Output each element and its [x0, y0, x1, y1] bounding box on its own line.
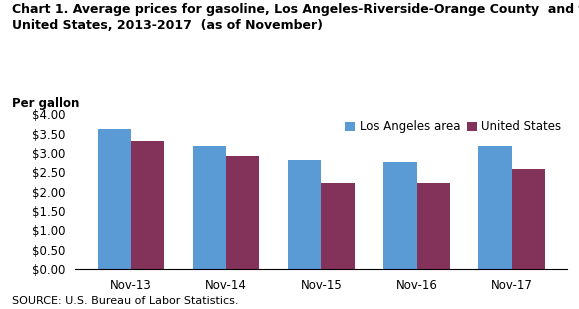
Bar: [321, 183, 355, 269]
Bar: [131, 142, 164, 269]
Bar: [226, 156, 259, 269]
Text: SOURCE: U.S. Bureau of Labor Statistics.: SOURCE: U.S. Bureau of Labor Statistics.: [12, 296, 238, 306]
Legend: Los Angeles area, United States: Los Angeles area, United States: [346, 120, 562, 133]
Bar: [416, 183, 450, 269]
Text: Per gallon: Per gallon: [12, 97, 79, 110]
Text: Chart 1. Average prices for gasoline, Los Angeles-Riverside-Orange County  and t: Chart 1. Average prices for gasoline, Lo…: [12, 3, 579, 32]
Bar: [98, 129, 131, 269]
Bar: [478, 146, 512, 269]
Bar: [288, 159, 321, 269]
Bar: [512, 169, 545, 269]
Bar: [383, 162, 416, 269]
Bar: [193, 146, 226, 269]
